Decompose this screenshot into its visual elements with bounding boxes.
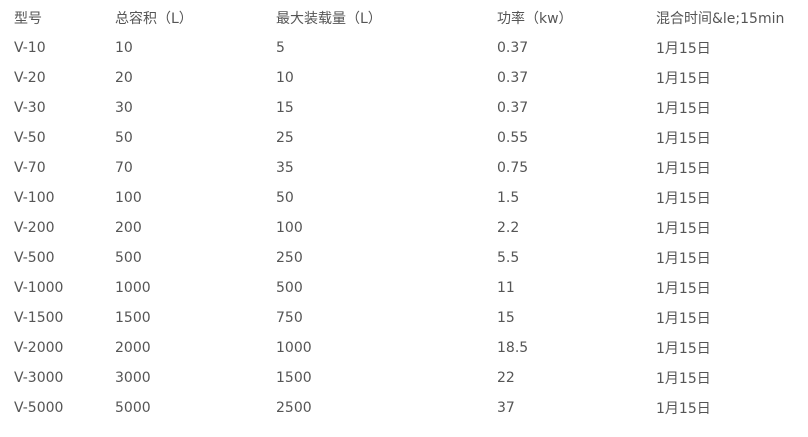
table-cell: 35	[276, 160, 294, 176]
table-cell: V-30	[14, 100, 46, 116]
table-cell: 500	[115, 250, 142, 266]
table-cell: 70	[115, 160, 133, 176]
table-row: V-1000 1000 500 11 1月15日	[0, 273, 806, 303]
table-cell: 22	[497, 370, 515, 386]
table-cell: 25	[276, 130, 294, 146]
table-cell: V-200	[14, 220, 55, 236]
table-cell: 0.75	[497, 160, 529, 176]
table-cell: 30	[115, 100, 133, 116]
table-cell: V-1000	[14, 280, 64, 296]
table-cell: 型号	[14, 11, 42, 27]
table-cell: V-1500	[14, 310, 64, 326]
table-cell: 最大装载量（L）	[276, 11, 382, 27]
table-cell: 5000	[115, 400, 151, 416]
table-cell: 5.5	[497, 250, 520, 266]
table-cell: 50	[276, 190, 294, 206]
table-cell: 1月15日	[656, 341, 711, 357]
header-row: 型号 总容积（L） 最大装载量（L） 功率（kw） 混合时间&le;15min	[0, 3, 806, 33]
table-cell: 5	[276, 40, 285, 56]
table-cell: 1000	[276, 340, 312, 356]
table-row: V-20 20 10 0.37 1月15日	[0, 63, 806, 93]
table-cell: V-50	[14, 130, 46, 146]
table-row: V-1500 1500 750 15 1月15日	[0, 303, 806, 333]
table-cell: V-20	[14, 70, 46, 86]
table-cell: 1月15日	[656, 221, 711, 237]
table-cell: 37	[497, 400, 515, 416]
table-row: V-500 500 250 5.5 1月15日	[0, 243, 806, 273]
table-cell: 功率（kw）	[497, 11, 573, 27]
table-row: V-70 70 35 0.75 1月15日	[0, 153, 806, 183]
table-cell: 2000	[115, 340, 151, 356]
table-cell: 18.5	[497, 340, 529, 356]
table-cell: 混合时间&le;15min	[656, 11, 785, 27]
table-cell: V-100	[14, 190, 55, 206]
table-cell: 100	[276, 220, 303, 236]
table-cell: 100	[115, 190, 142, 206]
table-row: V-3000 3000 1500 22 1月15日	[0, 363, 806, 393]
table-cell: V-5000	[14, 400, 64, 416]
spec-table: 型号 总容积（L） 最大装载量（L） 功率（kw） 混合时间&le;15min V-10 1…	[0, 3, 806, 423]
table-cell: 1月15日	[656, 251, 711, 267]
table-cell: 0.37	[497, 40, 529, 56]
table-cell: V-2000	[14, 340, 64, 356]
table-cell: 1月15日	[656, 281, 711, 297]
table-cell: V-3000	[14, 370, 64, 386]
table-cell: 50	[115, 130, 133, 146]
table-row: V-2000 2000 1000 18.5 1月15日	[0, 333, 806, 363]
table-cell: 1月15日	[656, 41, 711, 57]
table-cell: 1月15日	[656, 371, 711, 387]
table-cell: 1月15日	[656, 161, 711, 177]
table-cell: 1500	[115, 310, 151, 326]
table-cell: 0.37	[497, 70, 529, 86]
table-cell: 总容积（L）	[115, 11, 193, 27]
table-cell: 1500	[276, 370, 312, 386]
table-row: V-50 50 25 0.55 1月15日	[0, 123, 806, 153]
table-cell: V-70	[14, 160, 46, 176]
table-cell: 2500	[276, 400, 312, 416]
table-cell: 1月15日	[656, 71, 711, 87]
table-cell: 500	[276, 280, 303, 296]
table-cell: 1月15日	[656, 311, 711, 327]
table-cell: 1月15日	[656, 131, 711, 147]
table-cell: 250	[276, 250, 303, 266]
table-row: V-5000 5000 2500 37 1月15日	[0, 393, 806, 423]
table-cell: 0.55	[497, 130, 529, 146]
table-cell: 200	[115, 220, 142, 236]
table-cell: 10	[115, 40, 133, 56]
table-cell: 10	[276, 70, 294, 86]
table-cell: V-10	[14, 40, 46, 56]
table-cell: 15	[497, 310, 515, 326]
table-row: V-200 200 100 2.2 1月15日	[0, 213, 806, 243]
table-cell: 2.2	[497, 220, 520, 236]
table-cell: V-500	[14, 250, 55, 266]
table-cell: 1月15日	[656, 191, 711, 207]
table-row: V-10 10 5 0.37 1月15日	[0, 33, 806, 63]
table-cell: 15	[276, 100, 294, 116]
table-cell: 1月15日	[656, 401, 711, 417]
table-cell: 1000	[115, 280, 151, 296]
table-cell: 1.5	[497, 190, 520, 206]
table-cell: 750	[276, 310, 303, 326]
table-cell: 3000	[115, 370, 151, 386]
table-cell: 0.37	[497, 100, 529, 116]
table-cell: 11	[497, 280, 515, 296]
table-cell: 1月15日	[656, 101, 711, 117]
table-row: V-30 30 15 0.37 1月15日	[0, 93, 806, 123]
table-cell: 20	[115, 70, 133, 86]
table-row: V-100 100 50 1.5 1月15日	[0, 183, 806, 213]
